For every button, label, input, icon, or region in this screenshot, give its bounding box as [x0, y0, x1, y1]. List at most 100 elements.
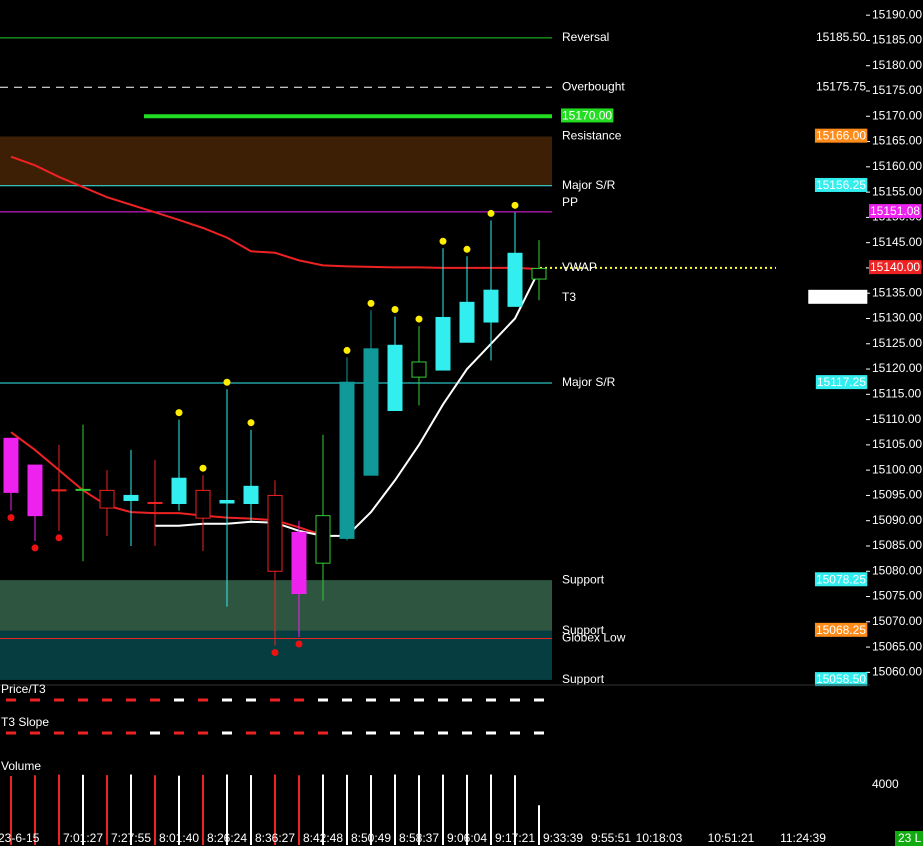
- level-value-box: [561, 108, 614, 123]
- panel-title: Price/T3: [1, 682, 46, 696]
- y-tick-label: 15095.00: [872, 488, 922, 502]
- level-name: Support: [562, 623, 605, 637]
- level-value-label: 15170.00: [562, 108, 612, 122]
- candle-body: [459, 301, 475, 343]
- level-value: 15175.75: [816, 79, 866, 93]
- level-name: Major S/R: [562, 375, 616, 389]
- signal-dot: [487, 209, 495, 217]
- y-tick-label: 15085.00: [872, 538, 922, 552]
- candle-body: [3, 437, 19, 493]
- badge: 23 L: [898, 831, 922, 845]
- level-value-box: [808, 289, 868, 304]
- level-value-box: [814, 177, 868, 192]
- candle-body: [99, 489, 115, 509]
- y-tick-label: 15180.00: [872, 58, 922, 72]
- y-tick-label: 15110.00: [872, 412, 921, 426]
- x-tick-label: 8:36:27: [255, 831, 295, 845]
- level-value: 15140.00: [869, 260, 922, 275]
- candle-body: [51, 489, 67, 492]
- level-name: T3: [562, 290, 576, 304]
- level-name: Globex Low: [562, 631, 626, 645]
- level-name: Support: [562, 672, 605, 686]
- x-tick-label: 9:17:21: [495, 831, 535, 845]
- panel-title: Volume: [1, 759, 41, 773]
- level-value-label: 15166.00: [816, 129, 866, 143]
- candle-body: [27, 464, 43, 517]
- signal-dot: [463, 245, 471, 253]
- y-tick-label: 15100.00: [872, 462, 922, 476]
- x-tick-label: 8:42:48: [303, 831, 343, 845]
- signal-dot: [391, 305, 399, 313]
- level-value-box: [814, 128, 868, 143]
- candle-body: [147, 502, 163, 505]
- level-value: 15078.25: [814, 572, 868, 587]
- candle-body: [171, 477, 187, 505]
- candle-body: [387, 344, 403, 411]
- signal-dot: [511, 201, 519, 209]
- candle-body: [219, 499, 235, 504]
- y-tick-label: 15065.00: [872, 639, 922, 653]
- signal-dot: [247, 419, 255, 427]
- level-value: 15117.25: [815, 375, 868, 390]
- y-tick-label: 15175.00: [872, 83, 922, 97]
- level-value-label: 15134.125: [809, 290, 866, 304]
- candle-body: [483, 289, 499, 323]
- level-value-box: [814, 672, 868, 687]
- x-tick-label: 11:24:39: [780, 831, 826, 845]
- candle-body: [363, 348, 379, 476]
- level-name: Reversal: [562, 30, 609, 44]
- signal-dot: [55, 534, 63, 542]
- y-tick-label: 15170.00: [872, 108, 922, 122]
- level-value: 15156.25: [814, 177, 868, 192]
- badge-box: [895, 831, 923, 846]
- level-value: 15134.125: [808, 289, 868, 304]
- x-tick-label: 9:33:39: [543, 831, 583, 845]
- level-value-label: 15156.25: [816, 178, 866, 192]
- candle-body: [291, 531, 307, 594]
- level-value: 15185.50: [816, 30, 866, 44]
- panel-title: T3 Slope: [1, 715, 49, 729]
- x-tick-label: 23-6-15: [0, 831, 40, 845]
- zone: [0, 136, 552, 186]
- candle-body: [75, 488, 91, 491]
- level-value-box: [869, 260, 922, 275]
- x-tick-label: 8:50:49: [351, 831, 391, 845]
- indicator-line: [10, 155, 540, 270]
- y-tick-label: 15145.00: [872, 235, 922, 249]
- signal-dot: [31, 544, 39, 552]
- level-name: Resistance: [562, 129, 622, 143]
- y-tick-label: 15185.00: [872, 33, 922, 47]
- candle-body: [339, 381, 355, 539]
- signal-dot: [7, 514, 15, 522]
- x-tick-label: 9:55:51: [591, 831, 631, 845]
- x-tick-label: 8:01:40: [159, 831, 199, 845]
- y-tick-label: 15160.00: [872, 159, 922, 173]
- level-name: VWAP: [562, 260, 597, 274]
- level-value: 15170.00: [561, 108, 614, 123]
- level-value-label: 15140.00: [870, 260, 920, 274]
- level-value-box: [815, 375, 868, 390]
- level-value: 15166.00: [814, 128, 868, 143]
- candle-body: [267, 494, 283, 572]
- level-value-box: [814, 622, 868, 637]
- level-value-label: 15058.50: [816, 672, 866, 686]
- candle-body: [315, 515, 331, 564]
- signal-dot: [271, 649, 279, 657]
- y-tick-label: 15135.00: [872, 285, 922, 299]
- y-tick-label: 15190.00: [872, 7, 922, 21]
- level-name: PP: [562, 195, 578, 209]
- y-tick-label: 15115.00: [872, 386, 921, 400]
- candle-body: [411, 361, 427, 378]
- y-tick-label: 15125.00: [872, 336, 922, 350]
- y-tick-label: 15165.00: [872, 134, 922, 148]
- level-value-label: 15185.50: [816, 30, 866, 44]
- x-tick-label: 10:51:21: [708, 831, 755, 845]
- level-value-label: 15078.25: [816, 572, 866, 586]
- level-name: Major S/R: [562, 178, 616, 192]
- candle-body: [243, 485, 259, 505]
- x-tick-label: 10:18:03: [636, 831, 683, 845]
- level-value-box: [814, 572, 868, 587]
- level-value-label: 15175.75: [816, 79, 866, 93]
- level-value: 15068.25: [814, 622, 868, 637]
